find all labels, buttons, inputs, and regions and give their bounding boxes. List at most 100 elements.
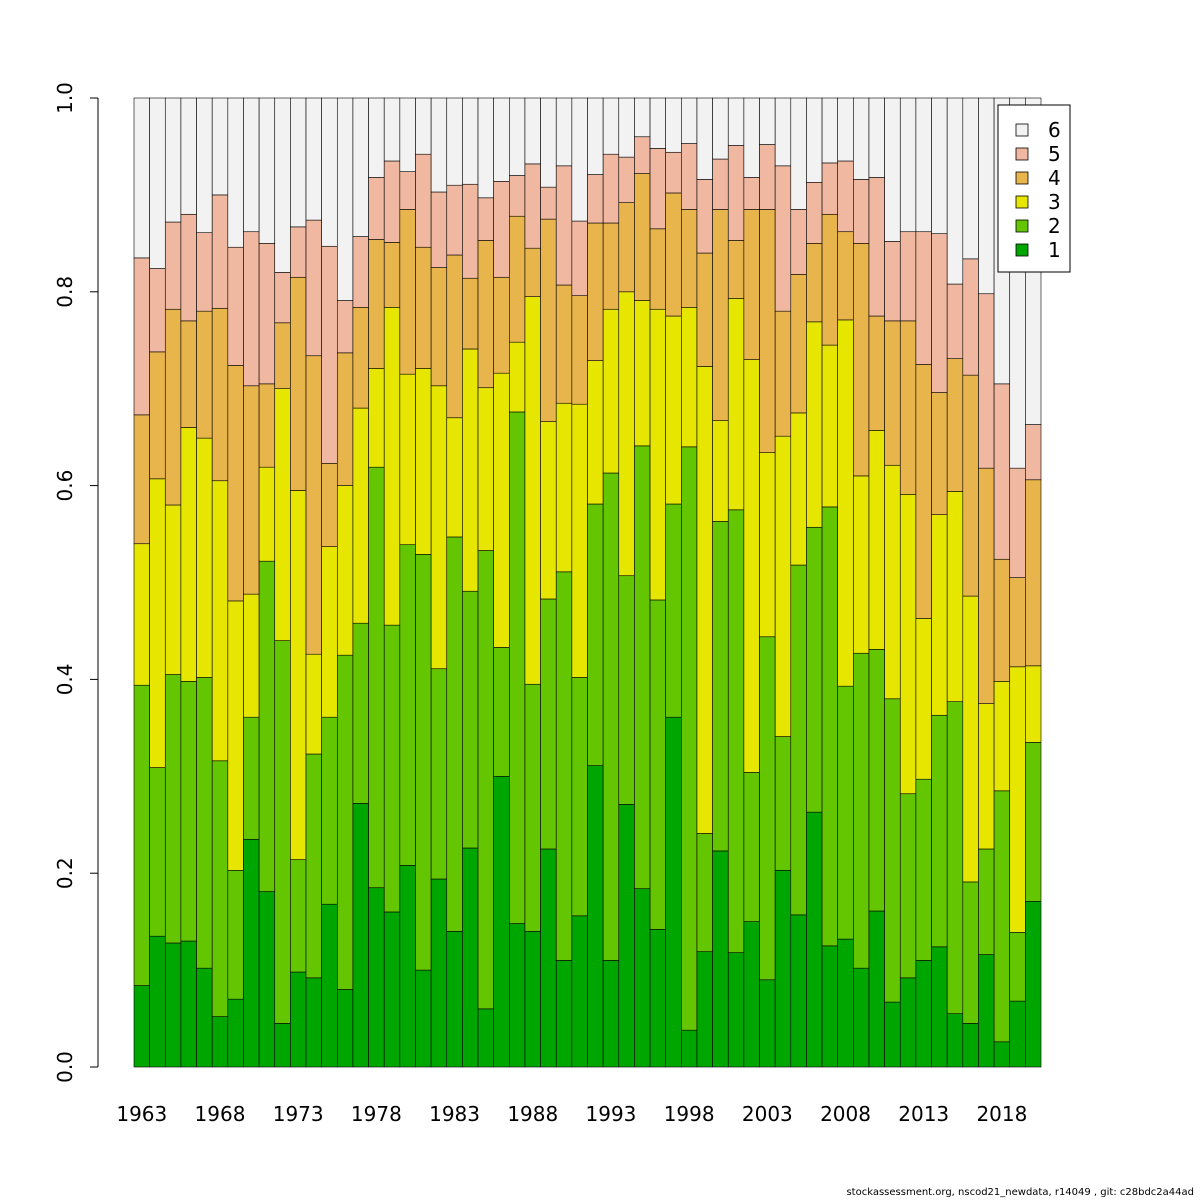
bar-segment [884,320,901,466]
bar-segment [821,344,839,508]
bar-segment [415,153,432,248]
bar-segment [618,291,635,577]
bar-segment [962,97,979,260]
bar-segment [290,859,307,973]
bar-segment [993,790,1011,1043]
bar-segment [868,315,885,431]
bar-segment [305,97,322,221]
bar-segment [727,97,745,146]
bar-segment [837,319,854,687]
bar-segment [399,171,416,210]
bar-segment [649,599,666,930]
bar-segment [196,437,213,678]
bar-segment [133,985,150,1068]
bar-segment [837,97,854,162]
bar-segment [993,681,1011,792]
bar-segment [477,197,494,241]
bar-segment [587,360,604,505]
bar-segment [696,833,713,952]
bar-segment [1025,424,1042,481]
bar-segment [164,308,182,506]
bar-segment [399,544,416,866]
bar-segment [196,677,213,969]
bar-segment [649,228,666,310]
bar-segment [946,1013,964,1068]
bar-segment [211,480,229,762]
bar-segment [555,97,573,167]
bar-segment [415,554,432,971]
bar-segment [477,550,494,1010]
bar-segment [665,151,682,194]
bar-segment [868,177,885,317]
bar-segment [681,143,698,210]
bar-segment [790,209,807,275]
bar-segment [602,153,620,224]
y-tick-label: 0.2 [53,857,77,889]
bar-segment [258,243,276,385]
bar-segment [1025,901,1042,1068]
bar-segment [618,97,635,158]
bar-segment [774,869,792,1068]
bar-segment [853,652,870,969]
bar-segment [634,445,651,890]
bar-segment [383,242,401,308]
bar-segment [321,245,338,464]
bar-segment [696,179,713,254]
bar-segment [821,162,839,215]
bar-segment [462,847,479,1068]
bar-segment [899,231,917,322]
bar-segment [477,387,494,551]
bar-segment [555,165,573,286]
bar-segment [524,247,541,297]
bar-segment [853,179,870,244]
bar-segment [618,575,635,805]
bar-segment [868,97,885,178]
bar-segment [821,945,839,1068]
bar-segment [806,97,823,183]
bar-segment [227,998,244,1068]
bar-segment [305,219,322,357]
bar-segment [899,320,917,495]
bar-segment [806,243,823,323]
bar-segment [665,97,682,153]
bar-segment [915,231,932,365]
legend-label: 1 [1048,238,1061,262]
bar-segment [587,97,604,175]
bar-segment [634,173,651,301]
bar-segment [336,300,354,354]
bar-segment [962,1023,979,1068]
bar-segment [790,564,807,916]
bar-segment [509,411,526,924]
bar-segment [571,220,588,296]
bar-segment [321,463,338,547]
bar-segment [274,1023,291,1068]
bar-segment [790,412,807,566]
bar-segment [587,174,604,224]
bar-segment [931,514,948,716]
bar-segment [493,775,510,1068]
bar-segment [446,931,463,1068]
y-tick-label: 0.8 [53,276,77,308]
bar-segment [602,222,620,310]
bar-segment [743,177,760,210]
bar-segment [305,977,322,1068]
bar-segment [383,97,401,162]
bar-segment [149,478,166,768]
bar-segment [164,97,182,223]
bar-segment [446,184,463,256]
bar-segment [915,778,932,961]
bar-segment [555,960,573,1068]
x-tick-label: 2003 [742,1102,793,1126]
bar-segment [743,359,760,773]
bar-segment [336,485,354,656]
bar-segment [993,1041,1011,1068]
bar-segment [899,793,917,979]
bar-segment [946,701,964,1015]
bar-segment [524,163,541,249]
bar-segment [1009,467,1026,578]
bar-segment [321,97,338,247]
bar-segment [258,466,276,562]
bar-segment [196,97,213,233]
bar-segment [806,811,823,1068]
bar-segment [290,490,307,860]
